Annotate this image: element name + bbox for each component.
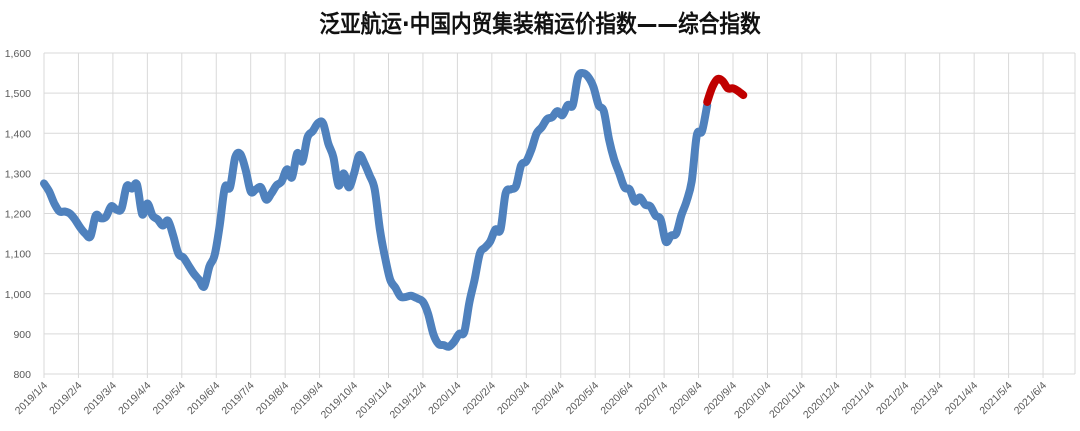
- x-tick-label: 2020/8/4: [667, 380, 704, 417]
- x-tick-label: 2019/7/4: [219, 380, 256, 417]
- x-tick-label: 2021/6/4: [1012, 380, 1049, 417]
- x-tick-label: 2020/6/4: [598, 380, 635, 417]
- x-tick-label: 2020/5/4: [564, 380, 601, 417]
- x-tick-label: 2020/2/4: [461, 380, 498, 417]
- y-tick-label: 1,400: [5, 128, 31, 140]
- x-tick-label: 2021/4/4: [943, 380, 980, 417]
- x-tick-label: 2019/12/4: [388, 380, 430, 422]
- x-tick-label: 2021/5/4: [977, 380, 1014, 417]
- series-line-red: [703, 74, 748, 106]
- chart-title: 泛亚航运·中国内贸集装箱运价指数——综合指数: [319, 10, 761, 38]
- y-axis: 800 900 1,000 1,100 1,200 1,300 1,400 1,500 1,60…: [5, 48, 31, 381]
- y-tick-label: 1,500: [5, 88, 31, 100]
- x-tick-label: 2020/1/4: [426, 380, 463, 417]
- y-tick-label: 1,000: [5, 289, 31, 301]
- x-tick-label: 2019/2/4: [47, 380, 84, 417]
- y-tick-label: 1,600: [5, 48, 31, 60]
- y-tick-label: 900: [13, 329, 31, 341]
- y-tick-label: 1,100: [5, 249, 31, 261]
- y-tick-label: 1,300: [5, 168, 31, 180]
- x-tick-label: 2021/1/4: [840, 380, 877, 417]
- x-tick-label: 2020/10/4: [732, 380, 774, 422]
- x-tick-label: 2020/12/4: [801, 380, 843, 422]
- x-axis: 2019/1/42019/2/42019/3/42019/4/42019/5/4…: [13, 380, 1050, 422]
- x-tick-label: 2019/5/4: [151, 380, 188, 417]
- x-tick-label: 2019/8/4: [254, 380, 291, 417]
- x-tick-label: 2020/3/4: [495, 380, 532, 417]
- x-tick-label: 2019/4/4: [116, 380, 153, 417]
- series-line-blue: [40, 68, 712, 351]
- x-tick-label: 2020/7/4: [633, 380, 670, 417]
- x-tick-label: 2021/2/4: [874, 380, 911, 417]
- x-tick-label: 2019/6/4: [185, 380, 222, 417]
- x-tick-label: 2019/1/4: [13, 380, 50, 417]
- x-tick-label: 2019/3/4: [82, 380, 119, 417]
- y-tick-label: 800: [13, 369, 31, 381]
- data-series: [40, 68, 748, 351]
- gridlines: [43, 52, 1076, 378]
- x-tick-label: 2020/4/4: [529, 380, 566, 417]
- x-tick-label: 2019/10/4: [319, 380, 361, 422]
- x-tick-label: 2021/3/4: [908, 380, 945, 417]
- y-tick-label: 1,200: [5, 209, 31, 221]
